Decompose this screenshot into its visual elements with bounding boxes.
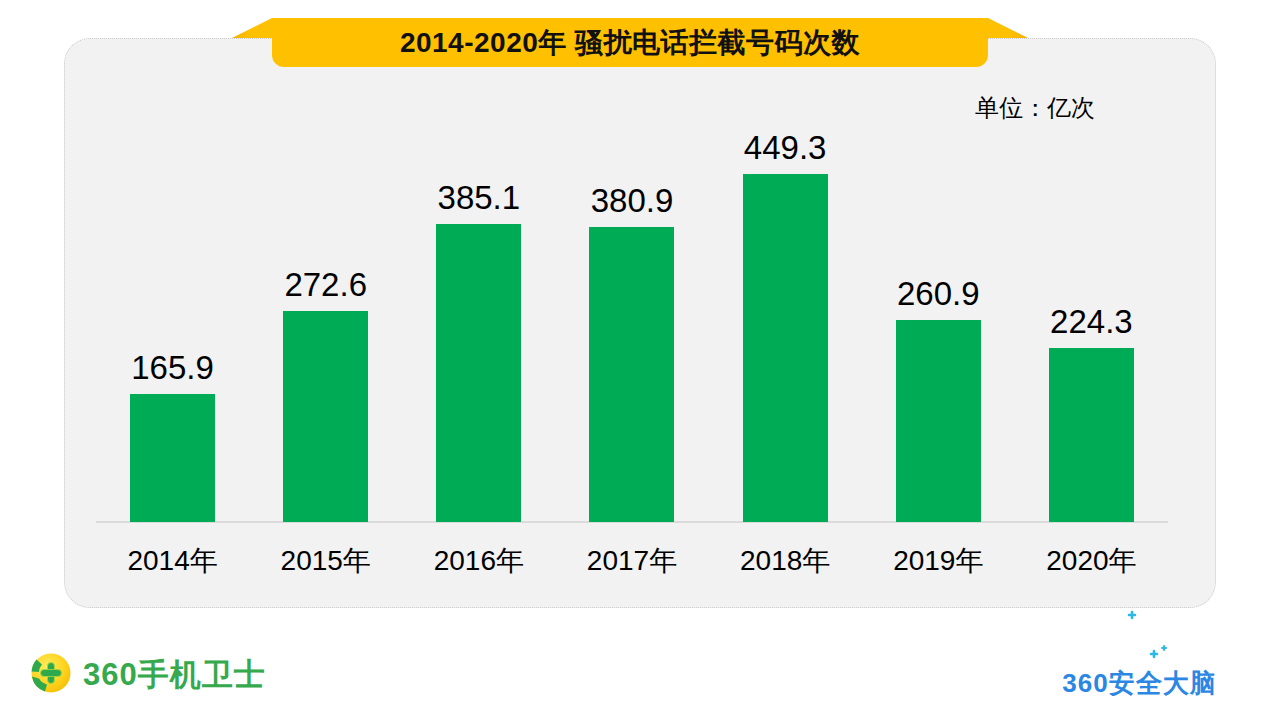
security-brain-logo: 360安全大脑 — [1052, 606, 1227, 701]
bar-chart: 165.9 272.6 385.1 380.9 449.3 260.9 224.… — [96, 100, 1168, 522]
bar-group-2018: 449.3 — [709, 100, 862, 522]
bar-group-2017: 380.9 — [555, 100, 708, 522]
axis-label-2020: 2020年 — [1015, 542, 1168, 580]
security-brain-icon — [1105, 606, 1175, 664]
bar-value-label: 260.9 — [897, 275, 980, 313]
bar-2020 — [1049, 348, 1134, 522]
title-banner: 2014-2020年 骚扰电话拦截号码次数 — [272, 18, 988, 67]
bar-group-2019: 260.9 — [862, 100, 1015, 522]
axis-label-2016: 2016年 — [402, 542, 555, 580]
bar-value-label: 165.9 — [131, 349, 214, 387]
bar-2016 — [436, 224, 521, 522]
bar-value-label: 224.3 — [1050, 303, 1133, 341]
bar-value-label: 385.1 — [438, 179, 521, 217]
mobile-safe-logo: 360手机卫士 — [28, 650, 266, 700]
bar-2014 — [130, 394, 215, 522]
x-axis-labels: 2014年 2015年 2016年 2017年 2018年 2019年 2020… — [96, 542, 1168, 580]
bar-value-label: 449.3 — [744, 129, 827, 167]
axis-label-2017: 2017年 — [555, 542, 708, 580]
bar-group-2020: 224.3 — [1015, 100, 1168, 522]
ribbon-right-fold — [988, 18, 1028, 38]
page-title: 2014-2020年 骚扰电话拦截号码次数 — [400, 24, 860, 62]
bar-group-2014: 165.9 — [96, 100, 249, 522]
360-shield-icon — [28, 650, 74, 700]
axis-label-2019: 2019年 — [862, 542, 1015, 580]
ribbon-left-fold — [232, 18, 272, 38]
bar-2019 — [896, 320, 981, 522]
axis-label-2015: 2015年 — [249, 542, 402, 580]
bar-2015 — [283, 311, 368, 522]
bar-2017 — [589, 227, 674, 522]
axis-label-2018: 2018年 — [709, 542, 862, 580]
bar-group-2016: 385.1 — [402, 100, 555, 522]
bar-value-label: 272.6 — [284, 266, 367, 304]
bar-2018 — [743, 174, 828, 522]
bar-value-label: 380.9 — [591, 182, 674, 220]
axis-label-2014: 2014年 — [96, 542, 249, 580]
mobile-safe-logo-text: 360手机卫士 — [83, 654, 266, 696]
bar-group-2015: 272.6 — [249, 100, 402, 522]
security-brain-logo-text: 360安全大脑 — [1062, 666, 1216, 701]
